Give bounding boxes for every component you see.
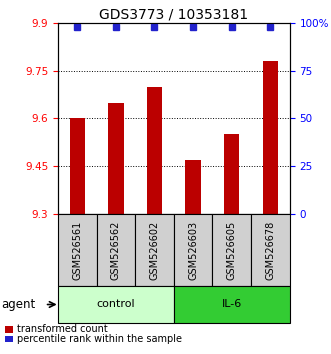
Title: GDS3773 / 10353181: GDS3773 / 10353181 xyxy=(99,8,248,22)
Bar xyxy=(58,286,174,322)
Bar xyxy=(147,87,162,214)
Bar xyxy=(185,160,201,214)
Text: IL-6: IL-6 xyxy=(221,299,242,309)
Bar xyxy=(224,135,239,214)
Text: GSM526602: GSM526602 xyxy=(150,221,160,280)
Bar xyxy=(58,214,97,286)
Bar xyxy=(174,214,213,286)
Text: GSM526603: GSM526603 xyxy=(188,221,198,280)
Text: GSM526562: GSM526562 xyxy=(111,221,121,280)
Text: transformed count: transformed count xyxy=(17,324,107,334)
Text: control: control xyxy=(97,299,135,309)
Bar xyxy=(108,103,123,214)
Bar xyxy=(262,61,278,214)
Text: GSM526605: GSM526605 xyxy=(227,221,237,280)
Text: GSM526678: GSM526678 xyxy=(265,221,275,280)
Bar xyxy=(97,214,135,286)
Text: GSM526561: GSM526561 xyxy=(72,221,82,280)
Bar xyxy=(213,214,251,286)
Bar xyxy=(70,119,85,214)
Bar xyxy=(135,214,174,286)
Bar xyxy=(174,286,290,322)
Text: percentile rank within the sample: percentile rank within the sample xyxy=(17,334,181,344)
Text: agent: agent xyxy=(2,298,36,311)
Bar xyxy=(251,214,290,286)
